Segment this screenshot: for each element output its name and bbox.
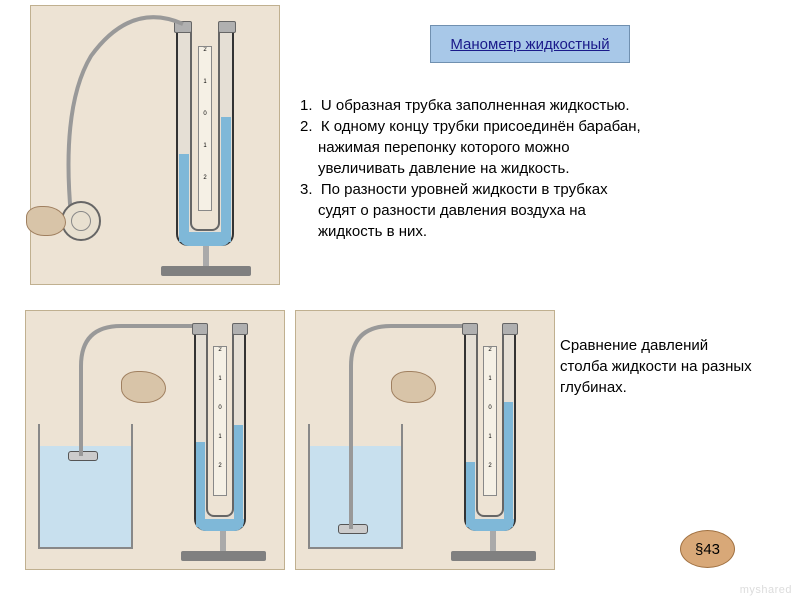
list-item-3b: судят о разности давления воздуха на — [300, 200, 770, 221]
list-item-2: 2. К одному концу трубки присоединён бар… — [300, 116, 770, 137]
compare-line-2: столба жидкости на разных — [560, 356, 780, 377]
hose-svg-2 — [26, 311, 286, 571]
section-badge: §43 — [680, 530, 735, 568]
diagram-manometer-membrane: 2 1 0 1 2 — [30, 5, 280, 285]
compare-line-3: глубинах. — [560, 377, 780, 398]
section-text: §43 — [695, 541, 720, 558]
hose-svg — [31, 6, 281, 286]
hose-svg-3 — [296, 311, 556, 571]
diagram-depth-shallow: 21012 — [25, 310, 285, 570]
description-list: 1. U образная трубка заполненная жидкост… — [300, 95, 770, 242]
list-item-3: 3. По разности уровней жидкости в трубка… — [300, 179, 770, 200]
diagram-depth-deep: 21012 — [295, 310, 555, 570]
list-item-2b: нажимая перепонку которого можно — [300, 137, 770, 158]
list-item-2c: увеличивать давление на жидкость. — [300, 158, 770, 179]
title-text: Манометр жидкостный — [450, 36, 609, 53]
compare-line-1: Сравнение давлений — [560, 335, 780, 356]
title-link[interactable]: Манометр жидкостный — [430, 25, 630, 63]
list-item-1: 1. U образная трубка заполненная жидкост… — [300, 95, 770, 116]
list-item-3c: жидкость в них. — [300, 221, 770, 242]
comparison-caption: Сравнение давлений столба жидкости на ра… — [560, 335, 780, 398]
watermark: myshared — [740, 584, 792, 596]
